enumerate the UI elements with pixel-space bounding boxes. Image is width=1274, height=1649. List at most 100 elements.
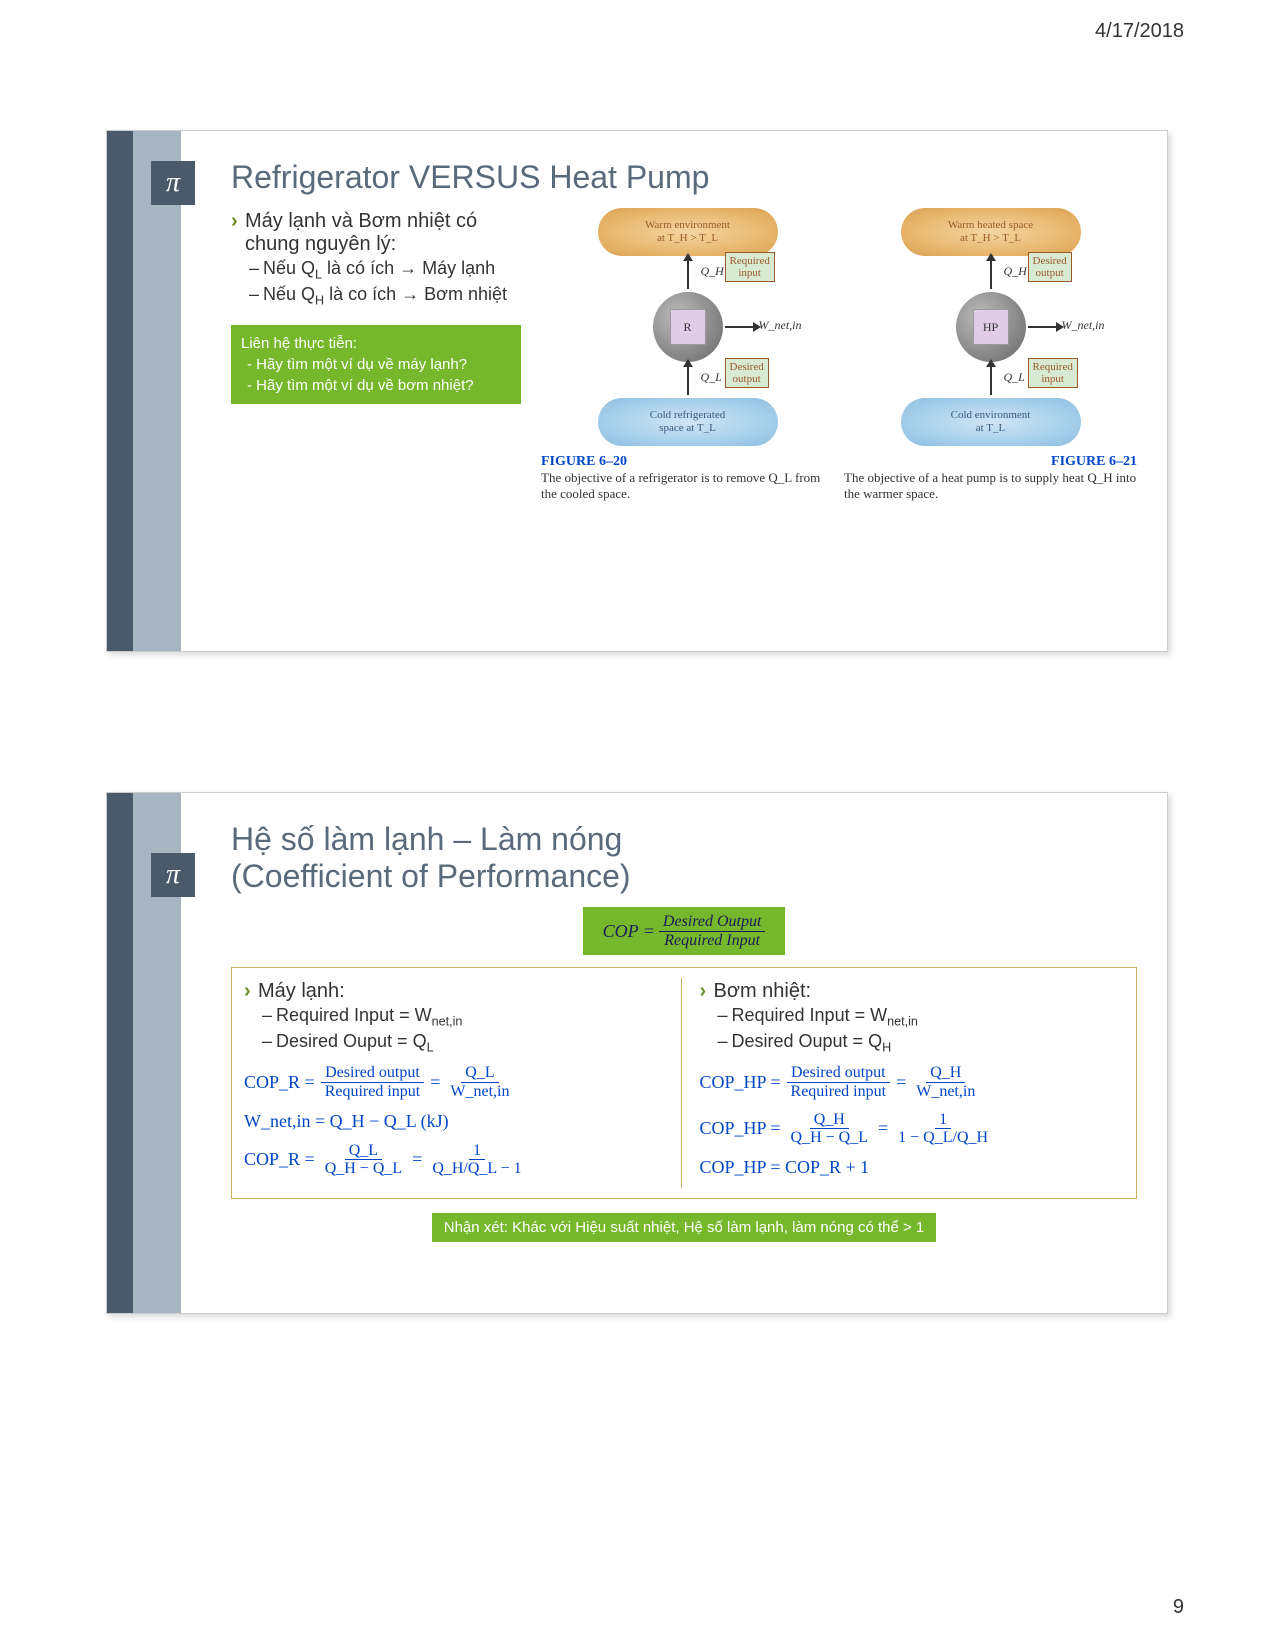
bullet-main: Máy lạnh và Bơm nhiệt có chung nguyên lý…	[231, 210, 521, 256]
figure-caption: The objective of a heat pump is to suppl…	[844, 470, 1137, 501]
text: là co ích → Bơm nhiệt	[324, 284, 507, 304]
flow-lower: Q_L Required input	[990, 362, 992, 398]
bullet-sub-2: Nếu QH là co ích → Bơm nhiệt	[249, 284, 521, 308]
fraction-top: 1	[469, 1142, 485, 1161]
flow-upper: Q_H Required input	[687, 256, 689, 292]
fraction-top: Desired output	[787, 1064, 890, 1083]
cop-fraction: Desired Output Required Input	[659, 913, 766, 949]
text: Desired Ouput = Q	[732, 1031, 883, 1051]
text: là có ích → Máy lạnh	[322, 258, 495, 278]
arrow-up-icon	[687, 365, 689, 395]
pi-icon: π	[151, 853, 195, 897]
engine-label: HP	[973, 309, 1009, 345]
slide-1: π Refrigerator VERSUS Heat Pump Máy lạnh…	[106, 130, 1168, 652]
diagrams: Warm environment at T_H > T_L Q_H Requir…	[541, 208, 1137, 501]
cloud-label: Cold refrigerated	[650, 409, 725, 422]
slide1-title: Refrigerator VERSUS Heat Pump	[231, 159, 1137, 196]
equation-cop-r-def: COP_R = Desired outputRequired input = Q…	[244, 1064, 669, 1100]
equation-cop-hp-expand: COP_HP = Q_HQ_H − Q_L = 11 − Q_L/Q_H	[700, 1111, 1125, 1147]
desired-output-tag: Desired output	[725, 358, 769, 388]
text: Required Input = W	[276, 1005, 432, 1025]
warm-cloud: Warm heated space at T_H > T_L	[901, 208, 1081, 256]
fraction-bot: Required input	[321, 1083, 425, 1101]
equation-cop-relation: COP_HP = COP_R + 1	[700, 1157, 1125, 1178]
subscript: L	[315, 268, 322, 282]
subscript: net,in	[432, 1015, 463, 1029]
engine-circle: R W_net,in	[653, 292, 723, 362]
equals: =	[878, 1118, 888, 1139]
fraction-bot: W_net,in	[912, 1083, 979, 1101]
eq-lhs: COP_R =	[244, 1149, 315, 1170]
figure-refrigerator: Warm environment at T_H > T_L Q_H Requir…	[541, 208, 834, 501]
fraction-top: Desired Output	[659, 913, 766, 932]
sidebar-dark	[107, 131, 133, 651]
bullet-req-input: Required Input = Wnet,in	[718, 1005, 1125, 1029]
cold-cloud: Cold refrigerated space at T_L	[598, 398, 778, 446]
cloud-sublabel: space at T_L	[659, 422, 716, 435]
cloud-label: Cold environment	[951, 409, 1031, 422]
bullet-des-output: Desired Ouput = QL	[262, 1031, 669, 1055]
figure-heatpump: Warm heated space at T_H > T_L Q_H Desir…	[844, 208, 1137, 501]
slide-2: π Hệ số làm lạnh – Làm nóng (Coefficient…	[106, 792, 1168, 1314]
eq-lhs: COP_HP =	[700, 1072, 781, 1093]
flow-upper: Q_H Desired output	[990, 256, 992, 292]
practice-line-1: - Hãy tìm một ví dụ về máy lạnh?	[247, 354, 511, 375]
practice-line-2: - Hãy tìm một ví dụ về bơm nhiệt?	[247, 375, 511, 396]
practice-box: Liên hệ thực tiễn: - Hãy tìm một ví dụ v…	[231, 325, 521, 404]
fraction-top: Q_L	[345, 1142, 382, 1161]
fraction-bot: Required input	[787, 1083, 891, 1101]
figure-number: FIGURE 6–20	[541, 454, 627, 470]
sidebar-dark	[107, 793, 133, 1313]
fraction-bot: Required Input	[660, 932, 764, 950]
sidebar-light	[133, 131, 181, 651]
practice-header: Liên hệ thực tiễn:	[241, 333, 511, 354]
text: Required Input = W	[732, 1005, 888, 1025]
fraction-top: Q_H	[926, 1064, 965, 1083]
note-box: Nhận xét: Khác với Hiệu suất nhiệt, Hệ s…	[432, 1213, 937, 1242]
wnet-label: W_net,in	[759, 318, 802, 333]
bullet-sub-1: Nếu QL là có ích → Máy lạnh	[249, 258, 521, 282]
cold-cloud: Cold environment at T_L	[901, 398, 1081, 446]
slide1-content: Refrigerator VERSUS Heat Pump Máy lạnh v…	[181, 131, 1167, 651]
fraction-top: Desired output	[321, 1064, 424, 1083]
ql-label: Q_L	[701, 370, 722, 385]
slide2-content: Hệ số làm lạnh – Làm nóng (Coefficient o…	[181, 793, 1167, 1313]
arrow-right-icon	[1028, 326, 1058, 328]
cop-formula-box: COP = Desired Output Required Input	[583, 907, 786, 955]
equation-cop-hp-def: COP_HP = Desired outputRequired input = …	[700, 1064, 1125, 1100]
two-column-box: Máy lạnh: Required Input = Wnet,in Desir…	[231, 967, 1137, 1199]
fraction-bot: 1 − Q_L/Q_H	[894, 1129, 992, 1147]
cop-lhs: COP =	[603, 921, 655, 942]
fraction-top: Q_L	[461, 1064, 498, 1083]
subscript: L	[427, 1040, 434, 1054]
col-head: Bơm nhiệt:	[700, 980, 1125, 1003]
figure-caption: The objective of a refrigerator is to re…	[541, 470, 834, 501]
text: Desired Ouput = Q	[276, 1031, 427, 1051]
page-number: 9	[1173, 1596, 1184, 1619]
equation-wnet: W_net,in = Q_H − Q_L (kJ)	[244, 1111, 669, 1132]
warm-cloud: Warm environment at T_H > T_L	[598, 208, 778, 256]
equation-cop-r-expand: COP_R = Q_LQ_H − Q_L = 1Q_H/Q_L − 1	[244, 1142, 669, 1178]
cloud-sublabel: at T_H > T_L	[960, 232, 1021, 245]
cloud-label: Warm heated space	[948, 219, 1033, 232]
slide2-title-line1: Hệ số làm lạnh – Làm nóng	[231, 821, 1137, 858]
required-input-tag: Required input	[1028, 358, 1078, 388]
header-date: 4/17/2018	[1095, 20, 1184, 43]
cloud-label: Warm environment	[645, 219, 730, 232]
arrow-up-icon	[687, 259, 689, 289]
wnet-label: W_net,in	[1062, 318, 1105, 333]
arrow-up-icon	[990, 365, 992, 395]
engine-label: R	[670, 309, 706, 345]
col-refrigerator: Máy lạnh: Required Input = Wnet,in Desir…	[244, 978, 669, 1188]
arrow-up-icon	[990, 259, 992, 289]
pi-icon: π	[151, 161, 195, 205]
qh-label: Q_H	[1004, 264, 1027, 279]
text: Nếu Q	[263, 284, 315, 304]
cloud-sublabel: at T_H > T_L	[657, 232, 718, 245]
fraction-top: Q_H	[810, 1111, 849, 1130]
subscript: H	[315, 293, 324, 307]
required-input-tag: Required input	[725, 252, 775, 282]
flow-lower: Q_L Desired output	[687, 362, 689, 398]
subscript: H	[882, 1040, 891, 1054]
arrow-right-icon	[725, 326, 755, 328]
